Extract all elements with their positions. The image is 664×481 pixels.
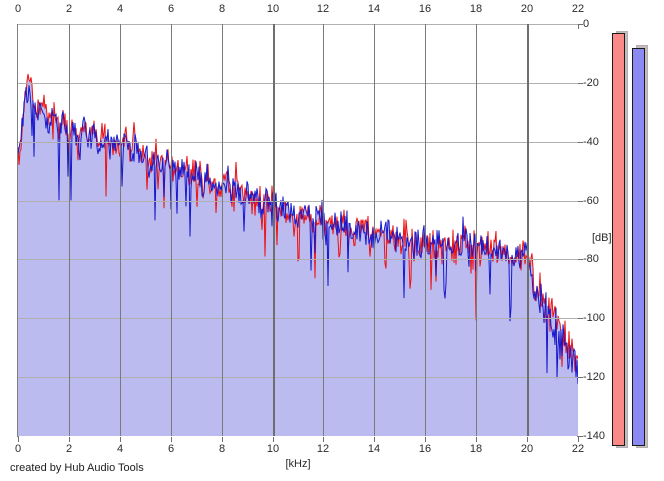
bottom-tick-mark: [578, 437, 579, 442]
top-tick-label: 4: [116, 3, 124, 15]
bottom-tick-mark: [171, 437, 172, 442]
gridline-y: [18, 83, 578, 84]
meter-right-channel[interactable]: [632, 28, 648, 448]
top-tick-label: 22: [571, 3, 585, 15]
bottom-tick-label: 14: [367, 443, 381, 455]
bottom-tick-mark: [374, 437, 375, 442]
y-tick-mark: [578, 377, 583, 378]
top-tick-label: 6: [167, 3, 175, 15]
meter-bar-right: [632, 48, 645, 446]
meter-left-channel[interactable]: [612, 28, 628, 448]
top-tick-label: 14: [367, 3, 381, 15]
gridline-x: [374, 24, 375, 436]
y-tick-label: -80: [583, 253, 599, 265]
top-tick-mark: [578, 24, 579, 29]
y-tick-label: 0: [583, 18, 590, 30]
bottom-tick-label: 0: [14, 443, 22, 455]
bottom-tick-mark: [222, 437, 223, 442]
y-tick-label: -60: [583, 195, 599, 207]
spectrum-plot[interactable]: [18, 24, 578, 436]
gridline-x: [527, 24, 529, 436]
y-tick-label: -100: [583, 312, 606, 324]
y-tick-label: -140: [583, 430, 606, 442]
bottom-tick-label: 16: [418, 443, 432, 455]
top-tick-label: 16: [418, 3, 432, 15]
y-tick-label: -40: [583, 136, 599, 148]
bottom-tick-label: 4: [116, 443, 124, 455]
bottom-tick-label: 20: [520, 443, 534, 455]
gridline-y: [18, 318, 578, 319]
top-tick-label: 2: [65, 3, 73, 15]
bottom-tick-label: 12: [316, 443, 330, 455]
trace-channel-blue: [18, 85, 578, 385]
bottom-tick-mark: [120, 437, 121, 442]
y-axis-title: [dB]: [592, 232, 612, 244]
y-tick-mark: [578, 201, 583, 202]
bottom-tick-label: 6: [167, 443, 175, 455]
gridline-x: [425, 24, 426, 436]
meter-bar-left: [612, 33, 625, 446]
footer-credit: created by Hub Audio Tools: [10, 462, 144, 474]
y-tick-label: -120: [583, 371, 606, 383]
gridline-y: [18, 24, 578, 25]
y-tick-mark: [578, 24, 583, 25]
y-tick-label: -20: [583, 77, 599, 89]
bottom-tick-label: 8: [218, 443, 226, 455]
top-tick-label: 0: [14, 3, 22, 15]
spectrum-traces: [18, 73, 578, 436]
trace-channel-red: [18, 73, 578, 372]
level-meters[interactable]: [612, 28, 656, 448]
y-tick-mark: [578, 83, 583, 84]
bottom-tick-label: 22: [571, 443, 585, 455]
top-tick-label: 10: [266, 3, 280, 15]
gridline-x: [171, 24, 172, 436]
y-tick-mark: [578, 259, 583, 260]
bottom-tick-mark: [69, 437, 70, 442]
y-tick-mark: [578, 318, 583, 319]
y-tick-mark: [578, 142, 583, 143]
bottom-tick-mark: [527, 437, 528, 442]
top-tick-label: 8: [218, 3, 226, 15]
bottom-tick-mark: [476, 437, 477, 442]
bottom-tick-label: 10: [266, 443, 280, 455]
top-tick-label: 20: [520, 3, 534, 15]
top-tick-label: 12: [316, 3, 330, 15]
gridline-y: [18, 377, 578, 378]
gridline-x: [476, 24, 477, 436]
gridline-y: [18, 142, 578, 143]
gridline-x: [222, 24, 223, 436]
bottom-tick-mark: [425, 437, 426, 442]
plot-area: [18, 24, 578, 436]
gridline-y: [18, 259, 578, 260]
bottom-tick-label: 18: [469, 443, 483, 455]
bottom-tick-mark: [323, 437, 324, 442]
gridline-x: [273, 24, 275, 436]
bottom-tick-mark: [18, 437, 19, 442]
bottom-tick-mark: [273, 437, 274, 442]
x-axis-title: [kHz]: [285, 458, 311, 470]
y-tick-mark: [578, 436, 583, 437]
gridline-x: [120, 24, 121, 436]
gridline-x: [323, 24, 324, 436]
top-tick-label: 18: [469, 3, 483, 15]
gridline-x: [69, 24, 70, 436]
bottom-tick-label: 2: [65, 443, 73, 455]
gridline-y: [18, 201, 578, 202]
